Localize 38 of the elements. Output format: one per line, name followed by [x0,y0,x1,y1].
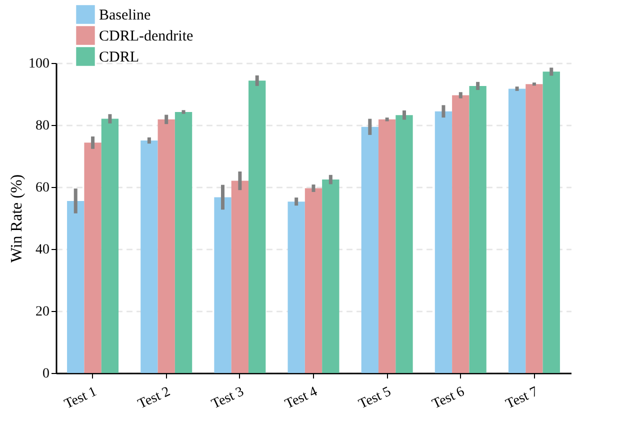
bar [452,95,470,373]
bar [396,115,413,373]
y-tick-label: 40 [36,242,50,258]
x-tick-label: Test 7 [504,384,541,412]
legend-label: CDRL [99,50,140,66]
y-tick-label: 80 [36,118,50,134]
y-tick-label: 20 [36,304,50,320]
bar [469,86,486,373]
y-tick-label: 0 [42,366,50,382]
x-tick-label: Test 6 [430,384,467,412]
bar [101,118,119,373]
bar [288,202,305,373]
bar [526,84,543,373]
bar [67,200,84,373]
bar [434,111,452,373]
x-tick-label: Test 5 [356,384,394,412]
bar [84,142,102,373]
bar [174,112,192,373]
bar [248,80,266,373]
bar [304,188,322,373]
x-tick-label: Test 1 [62,384,100,412]
bar [508,88,526,373]
legend-label: Baseline [99,8,151,24]
x-tick-label: Test 3 [209,384,246,412]
legend-label: CDRL-dendrite [99,28,194,44]
y-tick-label: 60 [36,180,50,196]
y-axis-title: Win Rate (%) [8,174,26,263]
bar [158,119,175,373]
bar [542,72,560,373]
y-tick-label: 100 [28,56,50,72]
bar [361,126,378,373]
bar [322,180,340,373]
bar [378,119,396,373]
bar [214,197,232,373]
x-tick-label: Test 2 [136,384,173,412]
x-tick-label: Test 4 [283,384,320,412]
bar [140,140,158,373]
bar [231,180,249,373]
